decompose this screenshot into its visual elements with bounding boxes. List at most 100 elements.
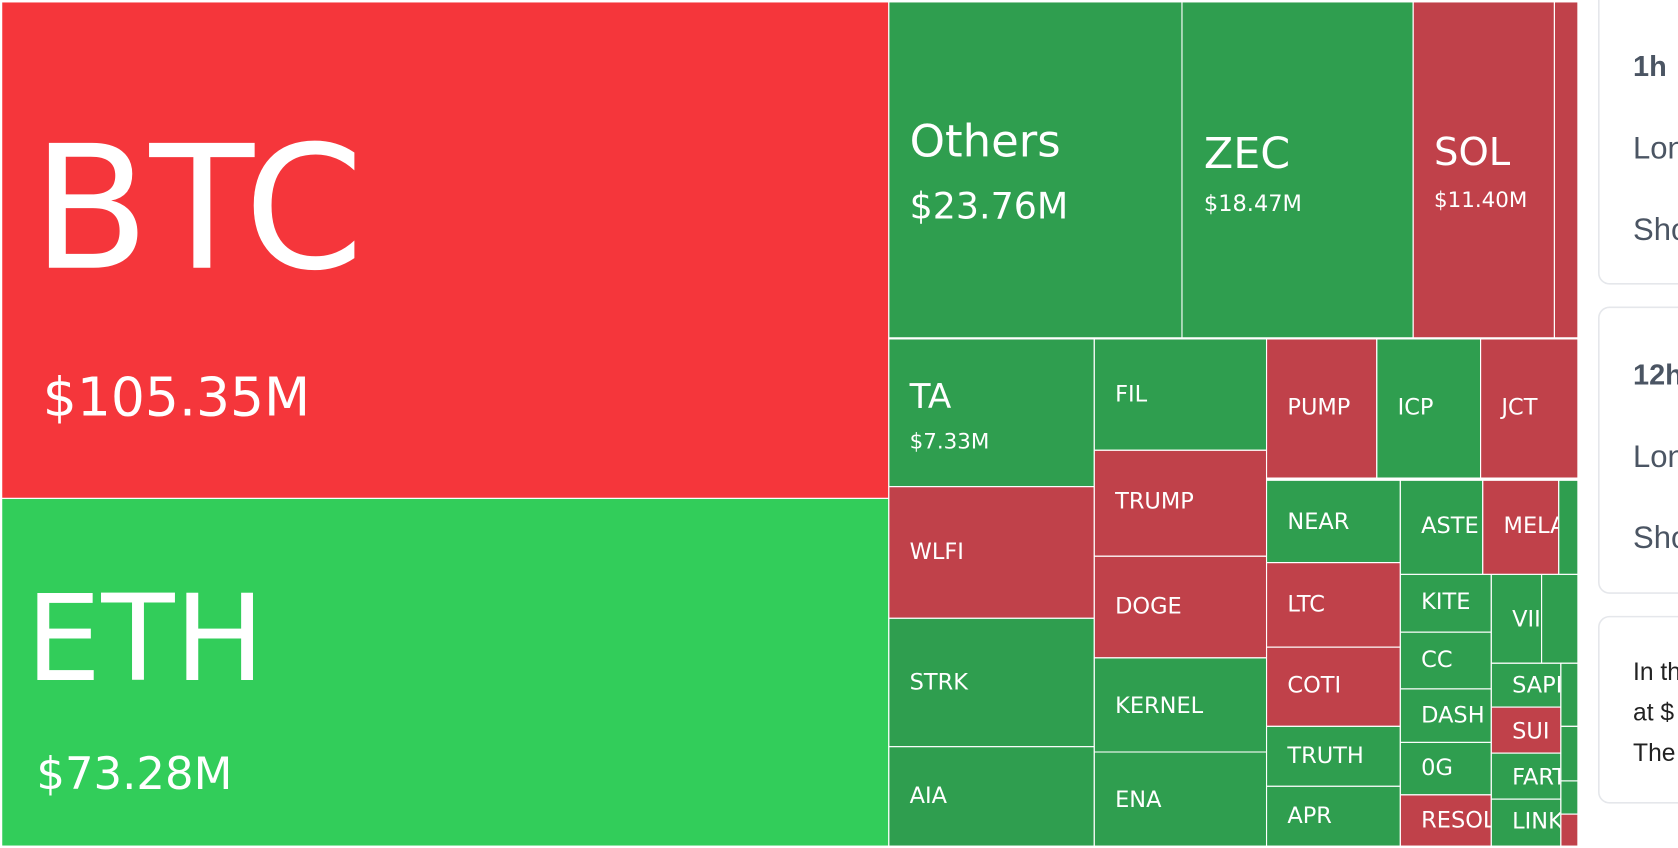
tile-symbol: KITE [1421,589,1470,615]
treemap-tile[interactable]: LTC [1267,563,1400,647]
tile-background [1483,480,1559,574]
tile-symbol: ICP [1398,394,1434,420]
treemap-tile[interactable]: SUI [1491,707,1561,753]
tile-background [1094,556,1266,658]
tile-symbol: CC [1421,647,1452,673]
treemap-tile[interactable]: STRK [889,618,1094,747]
tile-symbol: ETH [26,570,265,709]
tile-symbol: TA [909,377,952,417]
tile-symbol: FART [1512,765,1566,791]
tile-symbol: TRUTH [1286,743,1363,769]
tile-background [1491,663,1561,707]
treemap-tile[interactable]: JCT [1481,339,1578,478]
tile-amount: $105.35M [43,365,310,428]
treemap-tile[interactable]: LINK [1491,799,1564,846]
treemap-tile[interactable]: DASH [1400,689,1491,742]
tile-amount: $11.40M [1434,188,1527,213]
tile-background [889,618,1094,747]
treemap-tile[interactable]: WLFI [889,487,1094,618]
treemap-tile[interactable]: RESOL [1400,795,1496,846]
tile-background [1561,663,1578,726]
tile-amount: $73.28M [36,747,232,800]
tile-symbol: SUI [1512,719,1549,745]
treemap-tile[interactable]: Others $23.76M [889,2,1182,338]
tile-symbol: SOL [1434,130,1511,175]
tile-symbol: ZEC [1204,129,1290,179]
tile-symbol: NEAR [1287,509,1349,535]
treemap-tile[interactable]: DOGE [1094,556,1266,658]
treemap-tile[interactable] [1542,574,1578,663]
tile-background [1554,2,1578,338]
tile-background [1559,480,1578,574]
tile-background [1491,707,1561,753]
treemap-tile[interactable]: ENA [1094,752,1266,846]
tile-amount: $18.47M [1204,191,1302,217]
treemap-tile[interactable]: KITE [1400,574,1491,632]
treemap-tile[interactable]: SAPI [1491,663,1563,707]
tile-background [1267,726,1400,786]
treemap-tile[interactable]: ICP [1377,339,1481,478]
tile-amount: $23.76M [910,185,1069,228]
tile-background [1561,726,1578,781]
tile-background [1094,339,1266,450]
treemap: BTC $105.35M ETH $73.28M Others $23.76M ZEC $18… [2,2,1578,846]
tile-symbol: SAPI [1512,673,1562,699]
tile-symbol: AIA [910,783,948,809]
treemap-tile[interactable]: NEAR [1267,480,1400,563]
treemap-tile[interactable] [1561,663,1578,726]
tile-symbol: WLFI [910,539,964,565]
treemap-tile[interactable] [1559,480,1578,574]
treemap-tile[interactable]: COTI [1267,647,1400,726]
card-period: 12h [1633,359,1678,391]
tile-background [889,487,1094,618]
summary-card [1598,0,1678,285]
tile-symbol: BTC [32,110,364,309]
treemap-tile[interactable]: VII [1491,574,1542,663]
tile-background [2,2,889,498]
card-line: at $ [1633,699,1674,726]
tile-background [1561,814,1578,846]
treemap-tile[interactable]: 0G [1400,742,1491,795]
tile-symbol: RESOL [1421,807,1496,833]
treemap-tile[interactable]: FART [1491,753,1567,799]
tile-background [1400,574,1491,632]
card-period: 1h [1633,51,1667,83]
tile-background [1267,563,1400,647]
treemap-tile[interactable]: ZEC $18.47M [1182,2,1413,338]
treemap-tile[interactable]: AIA [889,747,1094,846]
tile-amount: $7.33M [910,430,990,455]
treemap-tile[interactable]: MELA [1483,480,1567,574]
card-line: Sho [1633,520,1678,555]
treemap-tile[interactable]: APR [1267,786,1400,846]
treemap-tile[interactable] [1561,814,1578,846]
treemap-tile[interactable]: KERNEL [1094,658,1266,752]
treemap-tile[interactable]: TA $7.33M [889,339,1094,487]
treemap-tile[interactable]: ASTE [1400,480,1483,574]
side-panel: 1h Lon Sho 12h Lon Sho In th at $ The [1598,0,1678,804]
tile-background [1400,632,1491,689]
tile-symbol: COTI [1287,673,1341,699]
tile-symbol: LINK [1512,809,1564,835]
tile-symbol: MELA [1504,513,1567,539]
treemap-tile[interactable]: TRUTH [1267,726,1400,786]
tile-symbol: KERNEL [1115,693,1204,719]
treemap-tile[interactable]: PUMP [1267,339,1377,478]
tile-symbol: JCT [1499,394,1537,420]
treemap-tile[interactable] [1554,2,1578,338]
tile-background [1094,658,1266,752]
treemap-tile[interactable] [1561,726,1578,781]
treemap-tile[interactable]: TRUMP [1094,450,1266,556]
treemap-tile[interactable] [1561,781,1578,814]
tile-background [1491,799,1561,846]
card-line: Sho [1633,212,1678,247]
tile-background [1561,781,1578,814]
treemap-tile[interactable]: CC [1400,632,1491,689]
treemap-tile[interactable]: SOL $11.40M [1413,2,1554,338]
tile-background [1491,753,1561,799]
tile-background [889,747,1094,846]
treemap-tile[interactable]: BTC $105.35M [2,2,889,498]
treemap-tile[interactable]: ETH $73.28M [2,498,889,846]
treemap-tile[interactable]: FIL [1094,339,1266,450]
